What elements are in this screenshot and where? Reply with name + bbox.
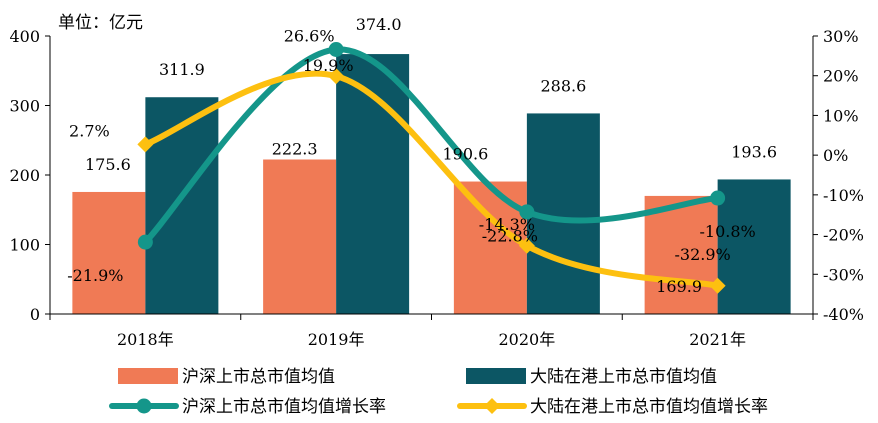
marker-circle-0 — [137, 234, 153, 250]
right-tick-label: 20% — [823, 67, 859, 86]
bar-shanghai-shenzhen-0 — [72, 191, 146, 314]
growth-value-label: 26.6% — [284, 27, 335, 46]
right-tick-label: 0% — [823, 146, 848, 165]
growth-value-label: -22.8% — [482, 227, 538, 246]
bar-value-label: 175.6 — [85, 155, 131, 174]
growth-value-label: -14.3% — [479, 215, 535, 234]
marker-circle-2 — [519, 204, 535, 220]
bar-value-label: 288.6 — [540, 76, 586, 95]
marker-diamond-2 — [518, 237, 535, 254]
bar-hk-listed-3 — [717, 179, 791, 314]
legend-marker-circle — [136, 398, 152, 414]
bar-value-label: 169.9 — [656, 277, 702, 296]
growth-value-label: 19.9% — [303, 56, 354, 75]
right-tick-label: 10% — [823, 106, 859, 125]
category-label: 2020年 — [499, 330, 556, 349]
line-hk-listed-growth — [142, 70, 721, 289]
category-label: 2018年 — [117, 330, 174, 349]
left-tick-label: 400 — [9, 27, 40, 46]
legend-label: 沪深上市总市值均值增长率 — [182, 397, 386, 417]
marker-diamond-3 — [709, 277, 726, 294]
bar-hk-listed-0 — [145, 97, 219, 315]
legend-swatch-bar — [466, 368, 526, 384]
left-tick-label: 200 — [9, 166, 40, 185]
marker-diamond-0 — [137, 136, 154, 153]
category-label: 2019年 — [308, 330, 365, 349]
line-shanghai-shenzhen-growth — [142, 46, 721, 246]
left-tick-label: 0 — [30, 305, 40, 324]
bar-shanghai-shenzhen-2 — [453, 181, 527, 314]
bar-value-label: 374.0 — [356, 15, 402, 34]
bar-shanghai-shenzhen-3 — [644, 195, 718, 314]
legend-marker-diamond — [484, 398, 500, 414]
marker-circle-3 — [710, 190, 726, 206]
left-tick-label: 300 — [9, 97, 40, 116]
right-tick-label: -20% — [823, 226, 864, 245]
growth-value-label: -10.8% — [700, 222, 756, 241]
bar-value-label: 222.3 — [272, 140, 318, 159]
left-tick-label: 100 — [9, 236, 40, 255]
bar-shanghai-shenzhen-1 — [263, 159, 337, 314]
legend-label: 大陆在港上市总市值均值增长率 — [530, 397, 768, 417]
plot-area: 0 100 200 300 400 -40% -30% -20% -10% 0% 10% 20% 30%… — [9, 15, 864, 349]
bar-value-label: 190.6 — [442, 145, 488, 164]
legend-swatch-bar — [118, 368, 178, 384]
right-tick-label: -30% — [823, 265, 864, 284]
legend-label: 沪深上市总市值均值 — [182, 367, 335, 387]
marker-circle-1 — [328, 42, 344, 58]
bar-value-label: 193.6 — [731, 142, 777, 161]
category-label: 2021年 — [689, 330, 746, 349]
right-tick-label: -40% — [823, 305, 864, 324]
bar-value-label: 311.9 — [159, 60, 205, 79]
unit-label: 单位：亿元 — [58, 13, 143, 33]
marker-diamond-1 — [328, 68, 345, 85]
right-tick-label: -10% — [823, 186, 864, 205]
legend-label: 大陆在港上市总市值均值 — [530, 367, 717, 387]
growth-value-label: -32.9% — [675, 245, 731, 264]
right-tick-label: 30% — [823, 27, 859, 46]
growth-value-label: 2.7% — [69, 121, 110, 140]
growth-value-label: -21.9% — [67, 266, 123, 285]
